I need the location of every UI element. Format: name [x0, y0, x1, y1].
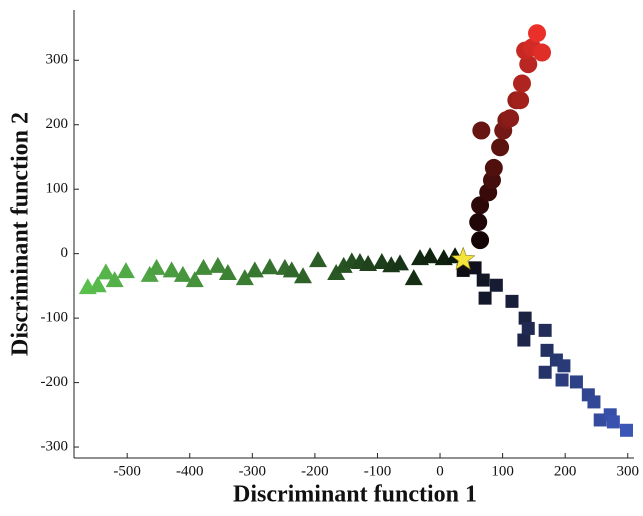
- circle-point: [513, 74, 531, 93]
- circle-point: [471, 196, 490, 215]
- square-point: [538, 323, 552, 337]
- triangle-point: [260, 258, 279, 275]
- y-axis-label: Discriminant function 2: [8, 112, 34, 356]
- square-point: [518, 311, 532, 325]
- square-point: [593, 413, 607, 427]
- circle-point: [511, 91, 530, 110]
- square-point: [468, 261, 482, 275]
- triangle-point: [105, 271, 124, 288]
- square-point: [517, 333, 531, 347]
- triangle-point: [88, 276, 107, 293]
- square-point: [456, 263, 470, 277]
- triangle-point: [282, 261, 301, 278]
- triangle-point: [218, 263, 237, 280]
- triangle-point: [162, 261, 181, 278]
- triangle-point: [96, 263, 115, 280]
- circle-point: [471, 231, 490, 250]
- square-point: [476, 273, 490, 287]
- triangle-point: [404, 269, 423, 286]
- y-tick-label: 200: [46, 116, 69, 132]
- x-tick-label: 0: [436, 463, 444, 479]
- triangle-point: [173, 265, 192, 282]
- circle-point: [533, 43, 552, 62]
- y-tick-label: 100: [46, 181, 69, 197]
- y-tick-label: -200: [41, 374, 69, 390]
- x-tick-label: -300: [239, 463, 267, 479]
- x-tick-label: -400: [176, 463, 204, 479]
- triangle-point: [235, 269, 254, 286]
- square-point: [478, 291, 492, 305]
- square-point: [587, 395, 601, 409]
- circle-point: [484, 158, 503, 177]
- triangle-point: [309, 251, 328, 268]
- triangle-point: [334, 256, 353, 273]
- square-point: [538, 365, 552, 379]
- y-tick-label: 0: [61, 245, 69, 261]
- y-tick-label: 300: [46, 52, 69, 68]
- x-tick-label: 300: [616, 463, 639, 479]
- x-axis-label: Discriminant function 1: [233, 482, 477, 508]
- circle-point: [528, 24, 547, 43]
- triangle-point: [208, 256, 227, 273]
- y-tick-label: -300: [41, 438, 69, 454]
- x-tick-label: -200: [301, 463, 329, 479]
- circle-point: [491, 138, 510, 157]
- square-point: [555, 373, 569, 387]
- triangle-point: [390, 254, 409, 271]
- circle-point: [519, 55, 538, 74]
- triangle-point: [359, 254, 378, 271]
- triangle-point: [116, 262, 135, 279]
- square-point: [606, 415, 620, 429]
- circle-point: [469, 213, 488, 232]
- y-tick-label: -100: [41, 310, 69, 326]
- circle-point: [472, 121, 491, 140]
- triangle-point: [147, 258, 166, 275]
- square-point: [521, 321, 535, 335]
- triangle-point: [421, 247, 440, 264]
- triangle-point: [245, 261, 264, 278]
- x-tick-label: -100: [364, 463, 392, 479]
- square-point: [557, 359, 571, 373]
- square-point: [619, 423, 633, 437]
- x-tick-label: 200: [554, 463, 577, 479]
- x-tick-label: -500: [113, 463, 141, 479]
- triangle-point: [194, 258, 213, 275]
- circle-point: [501, 109, 520, 128]
- star-point: [450, 246, 476, 270]
- triangle-point: [185, 271, 204, 288]
- square-point: [505, 294, 519, 308]
- square-point: [489, 278, 503, 292]
- triangle-point: [294, 267, 313, 284]
- square-point: [569, 375, 583, 389]
- x-tick-label: 100: [491, 463, 514, 479]
